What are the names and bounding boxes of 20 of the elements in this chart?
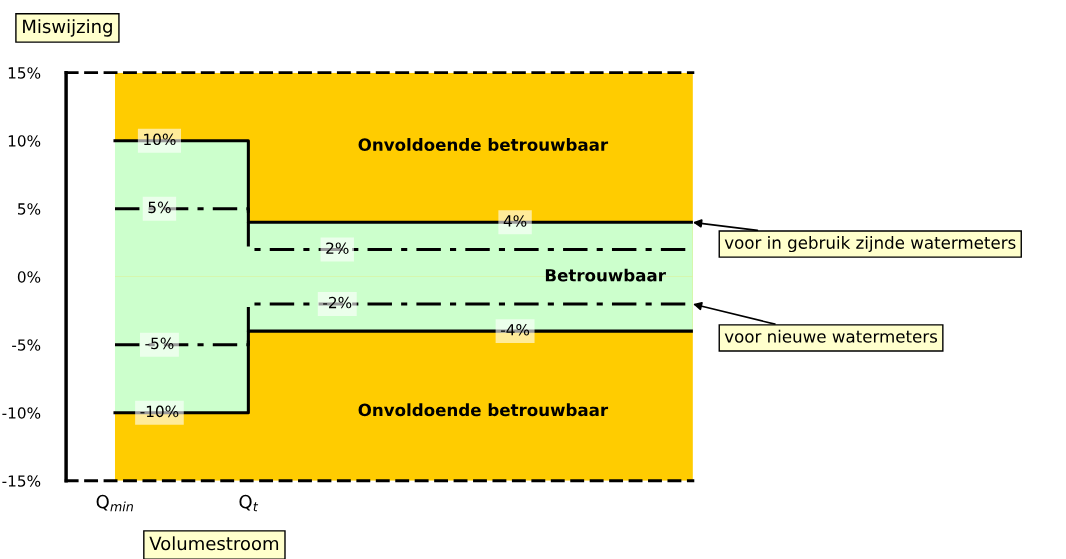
- x-tick-label: Q$_{min}$: [96, 494, 133, 512]
- data-label: -10%: [140, 405, 179, 418]
- y-tick-label: -5%: [12, 339, 41, 351]
- text: voor nieuwe watermeters: [724, 329, 938, 343]
- y-tick-label: 10%: [8, 135, 41, 147]
- data-label: 5%: [148, 201, 171, 214]
- annotation: Betrouwbaar: [545, 268, 666, 282]
- text: voor in gebruik zijnde watermeters: [724, 235, 1016, 253]
- data-label: 4%: [503, 215, 527, 227]
- data-label: 2%: [326, 242, 349, 254]
- y-tick-label: -10%: [2, 407, 41, 419]
- y-tick-label: 0%: [17, 271, 41, 283]
- annotation: Onvoldoende betrouwbaar: [358, 138, 609, 151]
- y-axis-title: Miswijzing: [23, 19, 112, 37]
- y-tick-label: 5%: [18, 203, 41, 215]
- x-tick-label: Q$_{t}$: [239, 494, 259, 512]
- y-tick-label: -15%: [2, 475, 41, 487]
- x-axis-title: Volumestroom: [149, 536, 279, 551]
- y-tick-label: 15%: [8, 67, 41, 79]
- annotation: Onvoldoende betrouwbaar: [358, 403, 609, 417]
